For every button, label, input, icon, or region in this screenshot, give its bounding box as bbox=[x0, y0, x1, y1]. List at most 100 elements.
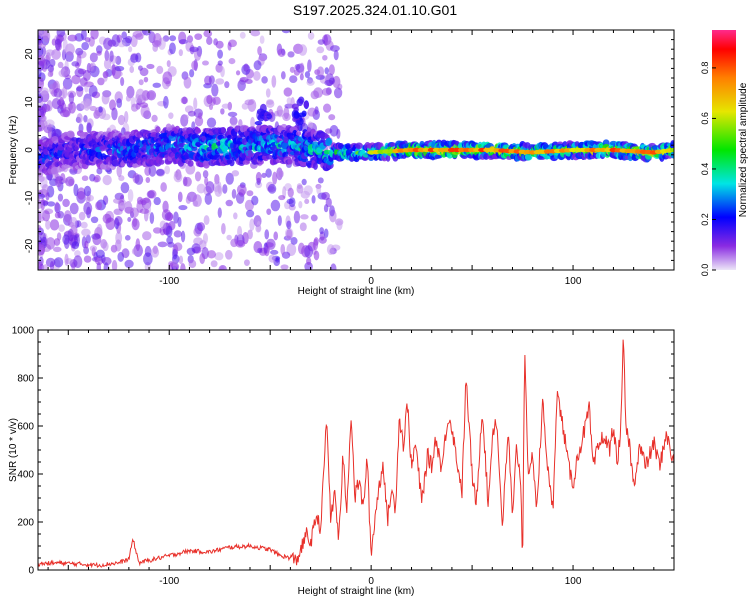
spectrogram-noise-cell bbox=[322, 54, 328, 61]
spectrogram-noise-cell bbox=[54, 211, 61, 219]
spectrogram-noise-cell bbox=[84, 84, 89, 93]
spectrogram-noise-cell bbox=[83, 115, 88, 123]
spectrogram-noise-cell bbox=[227, 111, 238, 117]
spectrogram-noise-cell bbox=[244, 259, 250, 266]
spectrogram-ridge-cell bbox=[227, 134, 232, 141]
spectrogram-noise-cell bbox=[270, 199, 281, 212]
spectrogram-ridge-cell bbox=[222, 145, 229, 151]
spectrogram-noise-cell bbox=[49, 58, 56, 67]
spectrogram-noise-cell bbox=[225, 249, 233, 260]
spectrogram-noise-cell bbox=[244, 78, 253, 85]
spectrogram-xlabel: Height of straight line (km) bbox=[298, 286, 415, 297]
spectrogram-noise-cell bbox=[212, 96, 221, 105]
spectrogram-noise-cell bbox=[88, 85, 98, 98]
spectrogram-noise-cell bbox=[290, 237, 298, 245]
spectrogram-noise-cell bbox=[53, 246, 62, 253]
spectrogram-noise-cell bbox=[289, 75, 298, 84]
spectrogram-noise-cell bbox=[255, 171, 262, 183]
spectrogram-noise-cell bbox=[243, 63, 249, 72]
snr-y-tick-label: 800 bbox=[17, 374, 34, 385]
spectrogram-noise-cell bbox=[324, 67, 330, 75]
spectrogram-noise-cell bbox=[76, 86, 84, 92]
spectrogram-noise-cell bbox=[235, 70, 241, 76]
spectrogram-noise-cell bbox=[89, 52, 98, 63]
spectrogram-noise-cell bbox=[210, 260, 218, 268]
spectrogram-noise-cell bbox=[54, 201, 60, 212]
spectrogram-noise-cell bbox=[300, 214, 309, 220]
spectrogram-noise-cell bbox=[196, 222, 206, 232]
spectrogram-noise-cell bbox=[42, 264, 49, 270]
spectrogram-noise-cell bbox=[194, 33, 203, 40]
spectrogram-noise-cell bbox=[71, 61, 80, 67]
spectrogram-noise-cell bbox=[178, 49, 183, 57]
spectrogram-noise-cell bbox=[84, 37, 91, 43]
snr-x-tick-label: 0 bbox=[368, 576, 374, 587]
spectrogram-noise-cell bbox=[217, 207, 222, 218]
spectrogram-noise-cell bbox=[120, 182, 130, 194]
spectrogram-noise-cell bbox=[306, 257, 312, 266]
spectrogram-ridge-cell bbox=[158, 159, 165, 165]
spectrogram-noise-cell bbox=[251, 195, 259, 206]
spectrogram-ridge-cell bbox=[325, 137, 333, 146]
colorbar: 0.0 0.2 0.4 0.6 0.8 Normalized spectral ampl… bbox=[700, 30, 749, 276]
spectrogram-noise-cell bbox=[83, 255, 92, 263]
spectrogram-noise-cell bbox=[139, 67, 149, 77]
spectrogram-noise-cell bbox=[261, 172, 267, 179]
snr-y-tick-label: 200 bbox=[17, 518, 34, 529]
spectrogram-noise-cell bbox=[237, 79, 246, 92]
colorbar-ticks: 0.0 0.2 0.4 0.6 0.8 bbox=[700, 62, 716, 276]
spectrogram-noise-cell bbox=[49, 219, 60, 231]
spectrogram-noise-cell bbox=[249, 218, 255, 231]
spectrogram-noise-cell bbox=[80, 30, 87, 41]
colorbar-label: Normalized spectral amplitude bbox=[738, 82, 749, 217]
spectrogram-noise-cell bbox=[222, 184, 228, 194]
spectrogram-noise-cell bbox=[78, 211, 86, 221]
spectrogram-noise-cell bbox=[148, 164, 157, 177]
spectrogram-noise-cell bbox=[178, 39, 188, 45]
spectrogram-noise-cell bbox=[96, 262, 102, 270]
spectrogram-noise-cell bbox=[45, 237, 56, 250]
spectrogram-noise-cell bbox=[69, 202, 79, 215]
colorbar-tick-label: 0.4 bbox=[700, 163, 710, 176]
spectrogram-noise-cell bbox=[257, 45, 262, 56]
spectrogram-noise-cell bbox=[62, 38, 68, 52]
spectrogram-noise-cell bbox=[329, 124, 339, 137]
spectrogram-ridge-cell bbox=[345, 143, 352, 149]
spectrogram-noise-cell bbox=[42, 30, 51, 43]
spectrogram-noise-cell bbox=[163, 95, 169, 109]
spectrogram-y-tick-label: 10 bbox=[24, 96, 35, 108]
spectrogram-noise-cell bbox=[188, 259, 197, 269]
spectrogram-noise-cell bbox=[115, 71, 123, 77]
spectrogram-noise-cell bbox=[178, 204, 188, 211]
spectrogram-noise-cell bbox=[56, 232, 62, 241]
spectrogram-noise-cell bbox=[124, 259, 134, 269]
spectrogram-noise-cell bbox=[311, 195, 316, 204]
spectrogram-noise-cell bbox=[124, 235, 131, 241]
spectrogram-noise-cell bbox=[215, 40, 224, 49]
spectrogram-core-cell bbox=[670, 147, 674, 153]
spectrogram-noise-cell bbox=[111, 107, 118, 121]
snr-ylabel: SNR (10 * v/v) bbox=[8, 418, 19, 482]
spectrogram-noise-cell bbox=[166, 212, 174, 222]
spectrogram-noise-cell bbox=[127, 216, 132, 223]
spectrogram-noise-cell bbox=[38, 195, 41, 205]
spectrogram-noise-cell bbox=[197, 112, 203, 120]
spectrogram-noise-cell bbox=[124, 110, 129, 124]
spectrogram-noise-cell bbox=[206, 250, 217, 259]
spectrogram-noise-cell bbox=[336, 220, 343, 231]
snr-y-tick-label: 600 bbox=[17, 422, 34, 433]
spectrogram-noise-cell bbox=[325, 197, 332, 208]
spectrogram-noise-cell bbox=[142, 231, 152, 241]
spectrogram-ridge-cell bbox=[287, 158, 293, 165]
spectrogram-plume-cell bbox=[293, 111, 300, 119]
spectrogram-noise-cell bbox=[74, 250, 81, 258]
spectrogram-noise-cell bbox=[277, 48, 286, 57]
spectrogram-noise-cell bbox=[312, 238, 319, 251]
spectrogram-noise-cell bbox=[89, 173, 96, 182]
spectrogram-noise-cell bbox=[47, 201, 56, 207]
spectrogram-noise-cell bbox=[111, 34, 121, 47]
spectrogram-noise-cell bbox=[299, 73, 304, 81]
spectrogram-noise-cell bbox=[261, 76, 268, 84]
spectrogram-noise-cell bbox=[162, 71, 173, 85]
